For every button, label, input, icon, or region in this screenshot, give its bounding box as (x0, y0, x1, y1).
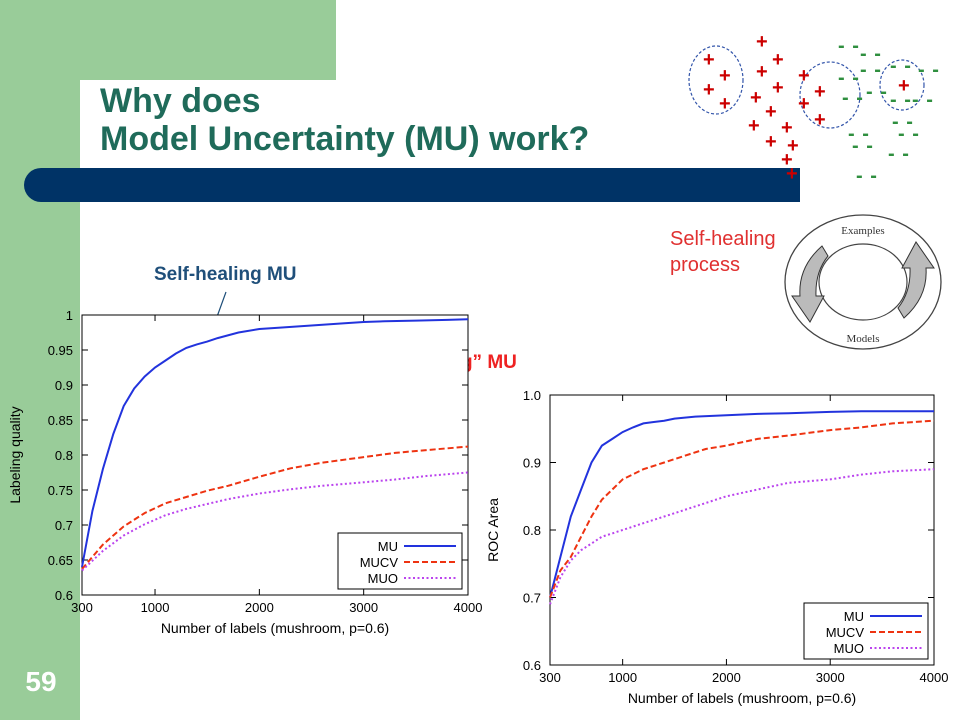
minus-mark: - - (838, 67, 860, 89)
minus-mark: - - (888, 143, 910, 165)
x-tick-label: 300 (539, 670, 561, 685)
series-line-muo (549, 468, 935, 605)
plus-mark: + (798, 65, 810, 87)
x-tick-label: 4000 (920, 670, 949, 685)
series-line-mu (549, 410, 934, 598)
minus-mark: - - (892, 111, 914, 133)
x-axis-label: Number of labels (mushroom, p=0.6) (628, 690, 856, 706)
y-tick-label: 0.7 (523, 591, 541, 606)
minus-mark: - - (890, 89, 912, 111)
plus-mark: + (772, 77, 784, 99)
slide-number: 59 (25, 666, 57, 697)
plus-mark: + (786, 163, 798, 185)
series-line-mucv (549, 419, 935, 598)
plus-mark: + (781, 117, 793, 139)
y-axis-label: Labeling quality (7, 406, 23, 503)
cycle-inner-ring (818, 243, 908, 321)
y-tick-label: 0.95 (48, 343, 73, 358)
legend-label: MUO (368, 571, 398, 586)
minus-mark: - - (860, 59, 882, 81)
plus-mark: + (772, 49, 784, 71)
self-healing-mu-label: Self-healing MU (154, 264, 297, 285)
x-tick-label: 1000 (141, 600, 170, 615)
plus-mark: + (814, 81, 826, 103)
minus-mark: - - (912, 89, 934, 111)
legend-label: MUCV (826, 625, 865, 640)
x-tick-label: 2000 (245, 600, 274, 615)
y-tick-label: 0.6 (523, 658, 541, 673)
y-tick-label: 0.85 (48, 413, 73, 428)
x-tick-label: 2000 (712, 670, 741, 685)
slide-title: Why does Model Uncertainty (MU) work? (100, 82, 589, 158)
y-tick-label: 0.9 (55, 378, 73, 393)
legend-label: MU (378, 539, 398, 554)
y-tick-label: 0.8 (55, 448, 73, 463)
y-axis-label: ROC Area (485, 498, 501, 562)
cycle-arrow-left-icon (791, 245, 829, 323)
plus-mark: + (814, 109, 826, 131)
roc-area-chart: 300 1000 2000 3000 4000 0.6 0.7 0.8 0.9 1.0 Number… (485, 388, 949, 706)
y-tick-label: 0.75 (48, 483, 73, 498)
minus-mark: - - (866, 81, 888, 103)
minus-mark: - - (852, 135, 874, 157)
plus-mark: + (765, 131, 777, 153)
x-tick-label: 3000 (349, 600, 378, 615)
y-tick-label: 1.0 (523, 388, 541, 403)
y-tick-label: 0.65 (48, 553, 73, 568)
series-line-mu (81, 318, 469, 568)
plus-mark: + (756, 61, 768, 83)
x-axis-label: Number of labels (mushroom, p=0.6) (161, 620, 389, 636)
y-tick-label: 0.6 (55, 588, 73, 603)
plus-mark: + (898, 75, 910, 97)
legend-label: MU (844, 609, 864, 624)
minus-mark: - - (860, 43, 882, 65)
plus-mark: + (798, 93, 810, 115)
slide-title-line1: Why does (100, 82, 261, 120)
minus-mark: - - (842, 87, 864, 109)
plus-mark: + (748, 115, 760, 137)
plus-mark: + (765, 101, 777, 123)
legend-label: MUCV (360, 555, 399, 570)
plus-mark: + (719, 65, 731, 87)
plus-mark: + (756, 31, 768, 53)
plus-mark: + (787, 135, 799, 157)
cycle-arrow-right-icon (897, 241, 935, 319)
self-healing-process-line2: process (670, 254, 741, 276)
cycle-diagram: Examples Models (784, 214, 942, 350)
sidebar-accent-band (0, 0, 80, 720)
slide-title-line2: Model Uncertainty (MU) work? (100, 120, 590, 158)
minus-mark: - - (890, 55, 912, 77)
minus-mark: - - (898, 123, 920, 145)
minus-mark: - - (856, 165, 878, 187)
self-healing-process-label: Self-healing process (670, 226, 776, 278)
x-tick-label: 1000 (608, 670, 637, 685)
x-tick-label: 3000 (816, 670, 845, 685)
cycle-label-examples: Examples (841, 225, 884, 237)
x-tick-label: 4000 (454, 600, 483, 615)
cycle-label-models: Models (847, 333, 880, 345)
plus-mark: + (703, 49, 715, 71)
title-underline-bar (24, 168, 800, 202)
plus-mark: + (781, 149, 793, 171)
minus-mark: - - (838, 35, 860, 57)
y-tick-label: 0.9 (523, 456, 541, 471)
y-tick-label: 0.8 (523, 523, 541, 538)
x-tick-label: 300 (71, 600, 93, 615)
legend-label: MUO (834, 641, 864, 656)
plus-mark: + (719, 93, 731, 115)
y-tick-label: 1 (66, 308, 73, 323)
minus-mark: - - (848, 123, 870, 145)
minus-mark: - - (918, 59, 940, 81)
plus-mark: + (750, 87, 762, 109)
labeling-quality-chart: 300 1000 2000 3000 4000 0.6 0.65 0.7 0.75 0.8 0.85… (7, 308, 483, 636)
self-healing-process-line1: Self-healing (670, 228, 776, 250)
series-line-mucv (81, 445, 469, 570)
cluster-circles (688, 45, 925, 129)
plus-mark: + (703, 79, 715, 101)
y-tick-label: 0.7 (55, 518, 73, 533)
